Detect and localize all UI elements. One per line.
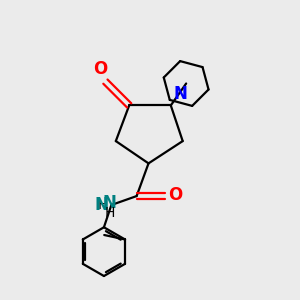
Text: O: O xyxy=(168,186,183,204)
Text: N: N xyxy=(173,85,187,103)
Text: N: N xyxy=(103,194,117,212)
Text: H: H xyxy=(98,198,108,212)
Text: O: O xyxy=(93,60,107,78)
Text: N: N xyxy=(94,196,108,214)
Text: H: H xyxy=(105,206,115,220)
